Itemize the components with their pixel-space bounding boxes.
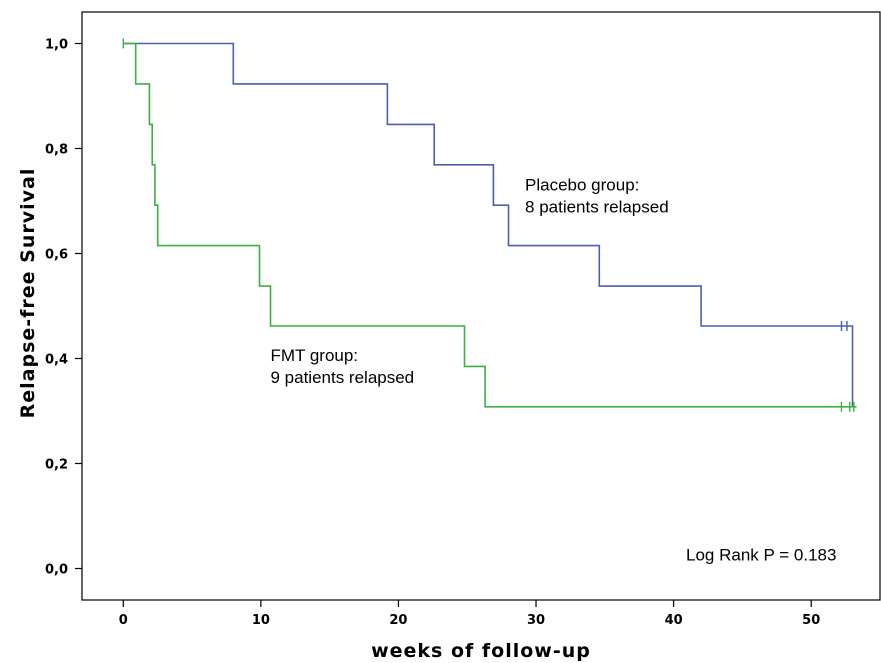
placebo-annotation: Placebo group: 8 patients relapsed	[525, 176, 669, 217]
x-tick-label: 30	[527, 613, 545, 628]
fmt-annotation-line: FMT group:	[270, 346, 358, 365]
placebo-annotation-line: 8 patients relapsed	[525, 198, 669, 217]
placebo-group-survival-line	[123, 42, 854, 407]
y-axis-title: Relapse-free Survival	[17, 168, 39, 419]
y-tick-label: 1,0	[45, 38, 68, 53]
annotations-layer: Placebo group: 8 patients relapsed FMT gro…	[270, 176, 836, 565]
x-axis-title: weeks of follow-up	[371, 640, 591, 662]
fmt-group-survival-line	[123, 42, 857, 408]
logrank-annotation-line: Log Rank P = 0.183	[686, 546, 836, 565]
y-axis-ticks: 0,0 0,2 0,4 0,6 0,8 1,0	[45, 38, 82, 578]
y-tick-label: 0,2	[45, 458, 68, 473]
placebo-annotation-line: Placebo group:	[525, 176, 639, 195]
fmt-annotation-line: 9 patients relapsed	[270, 368, 414, 387]
y-tick-label: 0,4	[45, 353, 68, 368]
y-tick-label: 0,8	[45, 143, 68, 158]
x-tick-label: 0	[119, 613, 128, 628]
x-tick-label: 20	[389, 613, 407, 628]
x-axis-ticks: 0 10 20 30 40 50	[119, 600, 820, 628]
logrank-annotation: Log Rank P = 0.183	[686, 546, 836, 565]
x-tick-label: 10	[252, 613, 270, 628]
series-layer	[122, 38, 857, 412]
fmt-annotation: FMT group: 9 patients relapsed	[270, 346, 414, 387]
x-tick-label: 50	[802, 613, 820, 628]
x-tick-label: 40	[665, 613, 683, 628]
y-tick-label: 0,6	[45, 248, 68, 263]
y-tick-label: 0,0	[45, 563, 68, 578]
plot-frame	[81, 11, 881, 601]
